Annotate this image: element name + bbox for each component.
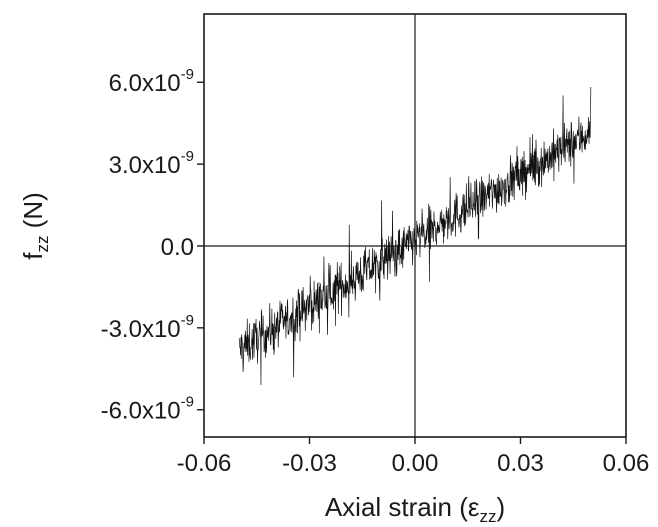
x-tick-label: 0.00 (392, 450, 439, 477)
y-axis: 6.0x10-9 3.0x10-9 0.0 -3.0x10-9 -6.0x10-9 (101, 66, 204, 425)
x-tick-label: -0.06 (177, 450, 232, 477)
y-tick-label: -3.0x10-9 (101, 312, 194, 343)
x-tick-label: -0.03 (282, 450, 337, 477)
x-tick-label: 0.03 (497, 450, 544, 477)
x-tick-label: 0.06 (603, 450, 650, 477)
y-tick-label: 6.0x10-9 (109, 66, 194, 97)
y-axis-title: fzz (N) (18, 192, 52, 260)
y-tick-label: -6.0x10-9 (101, 394, 194, 425)
y-tick-label: 3.0x10-9 (109, 148, 194, 179)
y-tick-label: 0.0 (161, 234, 194, 261)
x-axis-title: Axial strain (εzz) (325, 492, 505, 526)
x-axis: -0.06 -0.03 0.00 0.03 0.06 (177, 437, 650, 477)
series-line (238, 87, 592, 385)
series-layer (238, 87, 592, 385)
